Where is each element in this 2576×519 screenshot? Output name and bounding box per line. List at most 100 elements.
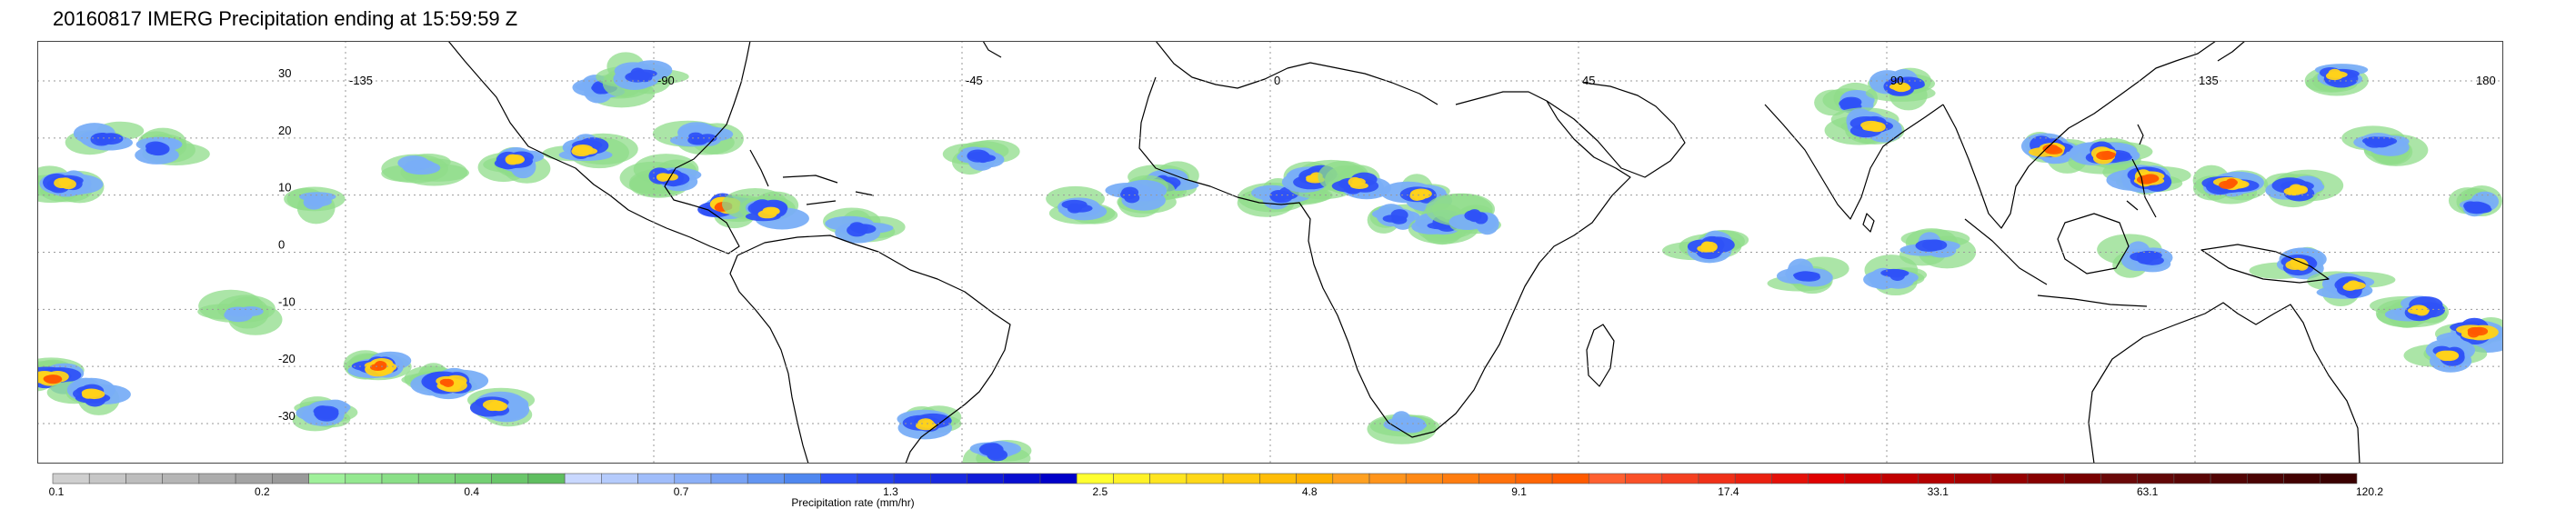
precipitation-cell: [1425, 193, 1501, 235]
tick-labels: -135 -90 -45 0 45 90 135 180 30 20 10 0 -10 -20 -30: [278, 66, 2496, 423]
colorbar-swatch: [967, 473, 1005, 484]
precipitation-cell: [722, 187, 809, 230]
colorbar-swatch: [601, 473, 638, 484]
precipitation-cell: [1767, 256, 1849, 294]
colorbar-swatch: [1113, 473, 1150, 484]
map-frame: [37, 41, 2503, 464]
coastline-australia: [2088, 302, 2360, 464]
coastline-indonesia: [1964, 218, 2148, 307]
precipitation-patch: [625, 71, 650, 83]
coastline-sri-lanka: [1862, 213, 1875, 233]
coastline-north-america: [447, 41, 751, 255]
precipitation-patch: [95, 133, 111, 145]
precipitation-cell: [2102, 160, 2191, 195]
coastline-india: [1764, 104, 1944, 220]
precipitation-cell: [897, 405, 962, 440]
colorbar-swatch: [2210, 473, 2248, 484]
coastline-japan: [2217, 41, 2246, 62]
colorbar-swatch: [1405, 473, 1443, 484]
precipitation-cell: [1367, 411, 1440, 444]
precipitation-patch: [2328, 68, 2341, 77]
colorbar-caption: Precipitation rate (mm/hr): [791, 496, 915, 509]
colorbar-tick-label: 9.1: [1511, 485, 1527, 498]
precipitation-cell: [381, 154, 469, 186]
precipitation-patch: [369, 364, 386, 372]
precipitation-cell: [2263, 169, 2344, 208]
precipitation-patch: [916, 421, 937, 431]
precipitation-patch: [657, 173, 672, 180]
coastline-greenland: [982, 41, 1002, 58]
colorbar-swatch: [893, 473, 931, 484]
colorbar-swatch: [1844, 473, 1882, 484]
colorbar-swatch: [52, 473, 90, 484]
precipitation-patch: [2140, 255, 2164, 265]
precipitation-patch: [2290, 262, 2306, 269]
precipitation-patch: [2471, 326, 2489, 336]
precipitation-cell: [197, 289, 283, 335]
colorbar-tick-label: 63.1: [2136, 485, 2159, 498]
longitude-tick-label: -90: [657, 74, 675, 87]
precipitation-patch: [2342, 284, 2357, 291]
longitude-tick-label: -135: [349, 74, 373, 87]
colorbar-swatch: [527, 473, 566, 484]
precipitation-patch: [2141, 175, 2160, 183]
colorbar-swatch: [930, 473, 967, 484]
colorbar-swatch: [2247, 473, 2284, 484]
colorbar-swatch: [1551, 473, 1589, 484]
precipitation-cell: [477, 146, 551, 184]
precipitation-cell: [2304, 64, 2369, 96]
precipitation-cell: [135, 127, 210, 165]
colorbar-swatch: [857, 473, 895, 484]
coastline-south-america: [729, 235, 1011, 464]
colorbar-swatch: [1186, 473, 1224, 484]
precipitation-cell: [2192, 165, 2269, 205]
colorbar-swatch: [637, 473, 676, 484]
precipitation-patch: [1413, 193, 1427, 201]
precipitation-cell: [467, 387, 536, 427]
precipitation-patch: [852, 224, 877, 235]
precipitation-patch: [1067, 203, 1082, 214]
colorbar-swatch: [88, 473, 126, 484]
precipitation-cell: [65, 121, 145, 155]
longitude-tick-label: 135: [2199, 74, 2219, 87]
coastline-caribbean: [749, 149, 875, 205]
colorbar-swatch: [235, 473, 273, 484]
precipitation-cell: [942, 139, 1020, 175]
colorbar-swatch: [1734, 473, 1772, 484]
colorbar-swatch: [1625, 473, 1663, 484]
precipitation-patch: [1392, 411, 1411, 427]
colorbar-swatch: [1039, 473, 1078, 484]
precipitation-cell: [596, 52, 689, 97]
longitude-tick-label: 90: [1890, 74, 1903, 87]
colorbar-swatch: [1880, 473, 1919, 484]
colorbar-swatch: [1954, 473, 1992, 484]
colorbar-tick-label: 33.1: [1927, 485, 1949, 498]
precipitation-patch: [1269, 189, 1288, 202]
colorbar-swatch: [1368, 473, 1407, 484]
colorbar-swatch: [1442, 473, 1479, 484]
precipitation-cell: [37, 165, 105, 204]
precipitation-patch: [987, 448, 1008, 462]
colorbar-swatch: [198, 473, 236, 484]
colorbar-swatch: [564, 473, 602, 484]
colorbar-swatch: [308, 473, 346, 484]
colorbar-swatch: [784, 473, 821, 484]
colorbar-swatch: [1149, 473, 1188, 484]
colorbar-swatch: [1076, 473, 1114, 484]
colorbar-tick-label: 0.2: [255, 485, 270, 498]
precipitation-patch: [58, 177, 73, 186]
precipitation-layer: [37, 52, 2503, 464]
colorbar-swatch: [2137, 473, 2175, 484]
colorbar-tick-label: 120.2: [2355, 485, 2384, 498]
precipitation-cell: [2307, 271, 2396, 307]
precipitation-patch: [2470, 205, 2492, 214]
precipitation-cell: [284, 186, 346, 225]
precipitation-patch: [1464, 210, 1480, 221]
precipitation-patch: [314, 407, 339, 420]
latitude-tick-label: -10: [278, 294, 296, 308]
precipitation-patch: [2223, 180, 2236, 188]
precipitation-cell: [619, 154, 702, 198]
longitude-tick-label: 0: [1274, 74, 1280, 87]
precipitation-patch: [2441, 351, 2459, 360]
colorbar-swatch: [1698, 473, 1736, 484]
